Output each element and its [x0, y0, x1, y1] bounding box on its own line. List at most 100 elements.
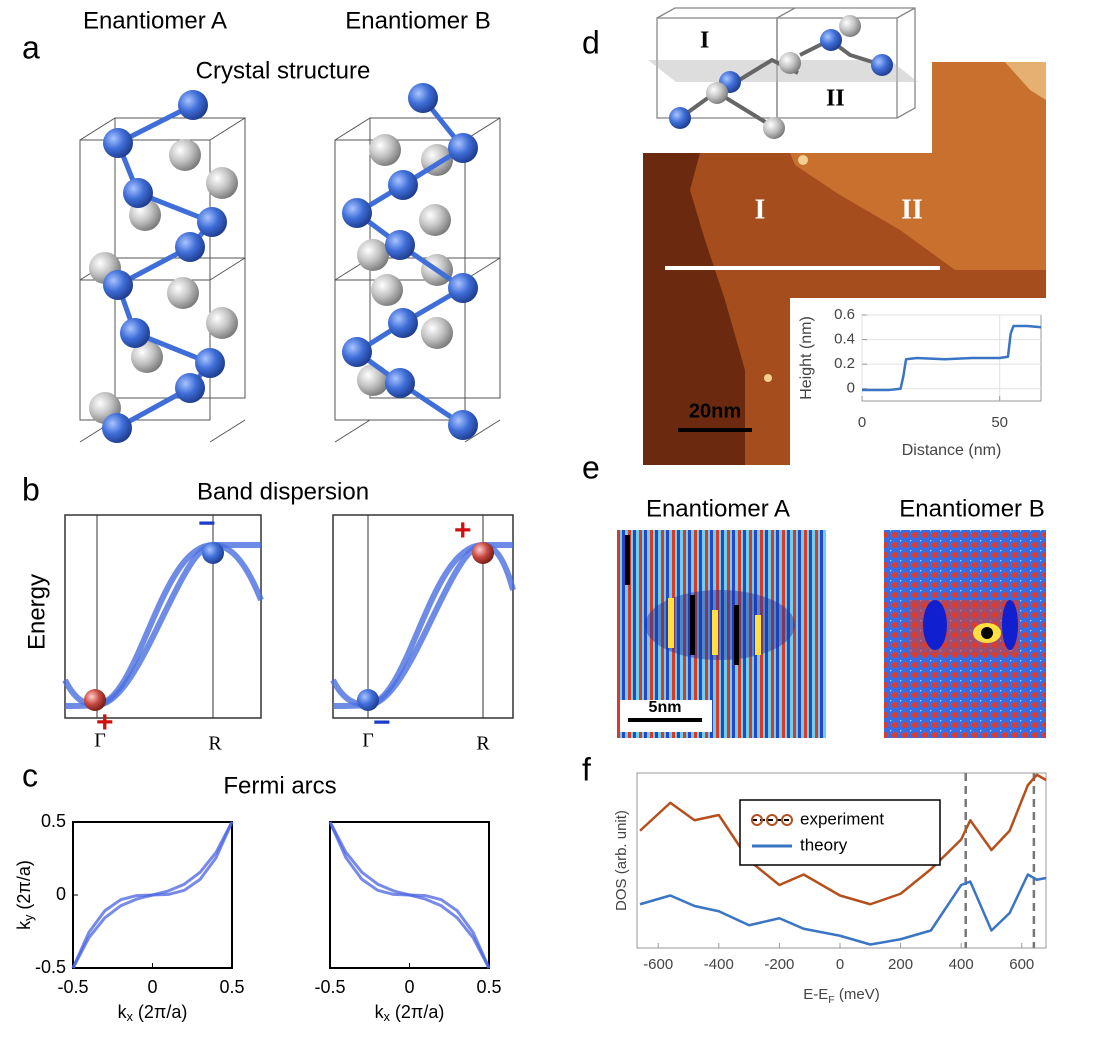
- legend-symbol: [766, 814, 778, 826]
- y-tick-label: 0.2: [834, 355, 855, 372]
- atom: [419, 204, 451, 236]
- atom: [385, 230, 415, 260]
- axis-label: ky (2π/a): [14, 860, 37, 930]
- k-point: R: [208, 733, 222, 755]
- atom: [369, 134, 401, 166]
- stm-image: [643, 62, 1046, 465]
- atom: [388, 170, 418, 200]
- x-tick-label: 400: [949, 956, 974, 973]
- x-tick-label: -200: [764, 956, 794, 973]
- atom: [123, 178, 153, 208]
- heading: Crystal structure: [196, 57, 371, 84]
- k-point: Γ: [94, 730, 106, 752]
- atom: [175, 232, 205, 262]
- atom: [103, 270, 133, 300]
- chirality-sign: +: [96, 706, 114, 739]
- axis-label: Energy: [23, 574, 50, 650]
- axis-label: Distance (nm): [902, 442, 1002, 459]
- atom: [178, 90, 208, 120]
- atom: [342, 337, 372, 367]
- atom: [357, 239, 389, 271]
- axis-label-sub: x: [384, 1010, 391, 1024]
- legend-symbol: [781, 814, 793, 826]
- axis-label-part: E-E: [803, 986, 828, 1003]
- cell-edge: [209, 117, 246, 141]
- x-tick-label: -0.5: [57, 977, 88, 997]
- cell-edge: [79, 117, 116, 141]
- atom: [175, 373, 205, 403]
- crystal-structures: [79, 83, 501, 443]
- panel-label: b: [22, 471, 40, 507]
- atom: [206, 167, 238, 199]
- panel-label: f: [582, 751, 591, 787]
- cell-edge: [334, 117, 371, 141]
- x-tick-label: -600: [643, 956, 673, 973]
- axis-label: DOS (arb. unit): [613, 810, 630, 911]
- cell-edge: [209, 257, 246, 281]
- cell-edge: [464, 419, 501, 443]
- heading: Fermi arcs: [223, 772, 336, 799]
- cell-label: I: [700, 28, 709, 54]
- series-line: [328, 821, 491, 969]
- axis-label-part: k: [375, 1002, 385, 1022]
- heading: Band dispersion: [197, 478, 369, 505]
- x-tick-label: 0: [147, 977, 157, 997]
- x-tick-label: 0: [858, 414, 866, 431]
- atom: [131, 341, 163, 373]
- x-tick-label: 0.5: [476, 977, 501, 997]
- legend-label: theory: [800, 835, 848, 854]
- chirality-sign: +: [454, 514, 472, 547]
- axis-label: Height (nm): [798, 316, 815, 400]
- legend: [739, 799, 941, 866]
- atom: [197, 207, 227, 237]
- axis-label-sub: y: [22, 914, 36, 921]
- x-tick-label: -0.5: [314, 977, 345, 997]
- atom: [195, 348, 225, 378]
- series-line: [71, 821, 234, 969]
- band-left: [62, 514, 264, 719]
- atom: [371, 274, 403, 306]
- axis-label-part: k: [14, 920, 34, 930]
- x-tick-label: 0.5: [219, 977, 244, 997]
- atom: [103, 128, 133, 158]
- atom: [388, 308, 418, 338]
- scale-bar-label: 20nm: [689, 400, 741, 422]
- x-tick-label: 0: [836, 956, 844, 973]
- atom: [342, 198, 372, 228]
- chirality-sign: −: [198, 507, 216, 540]
- legend-label: experiment: [800, 809, 884, 828]
- x-tick-label: 600: [1009, 956, 1034, 973]
- cell-edge: [209, 419, 246, 443]
- band-right: [330, 514, 516, 719]
- terrace-label: II: [901, 194, 923, 225]
- panel-label: c: [22, 757, 38, 793]
- atom: [448, 410, 478, 440]
- y-tick-label: -0.5: [35, 957, 66, 977]
- x-tick-label: 200: [888, 956, 913, 973]
- atom: [167, 277, 199, 309]
- atom: [448, 273, 478, 303]
- series-line: [639, 873, 1047, 946]
- panel-label: d: [582, 24, 600, 60]
- title: Enantiomer B: [899, 495, 1044, 522]
- title: Enantiomer B: [345, 7, 490, 34]
- axis-label: kx (2π/a): [118, 1002, 188, 1025]
- atom: [102, 413, 132, 443]
- title: Enantiomer A: [83, 7, 227, 34]
- x-tick-label: 0: [404, 977, 414, 997]
- chirality-sign: −: [373, 706, 391, 739]
- panel-label: e: [582, 449, 600, 485]
- qpi-image-a: [617, 530, 826, 738]
- axis-label-part: (2π/a): [14, 860, 34, 914]
- x-tick-label: 50: [991, 414, 1008, 431]
- title: Enantiomer A: [646, 495, 790, 522]
- legend-symbol: [751, 814, 763, 826]
- y-tick-label: 0.5: [41, 811, 66, 831]
- axis-label-sub: x: [127, 1010, 134, 1024]
- atom: [385, 368, 415, 398]
- atom: [448, 133, 478, 163]
- y-tick-label: 0.6: [834, 306, 855, 323]
- unit-cell-sketch: [648, 7, 918, 139]
- atom: [206, 307, 238, 339]
